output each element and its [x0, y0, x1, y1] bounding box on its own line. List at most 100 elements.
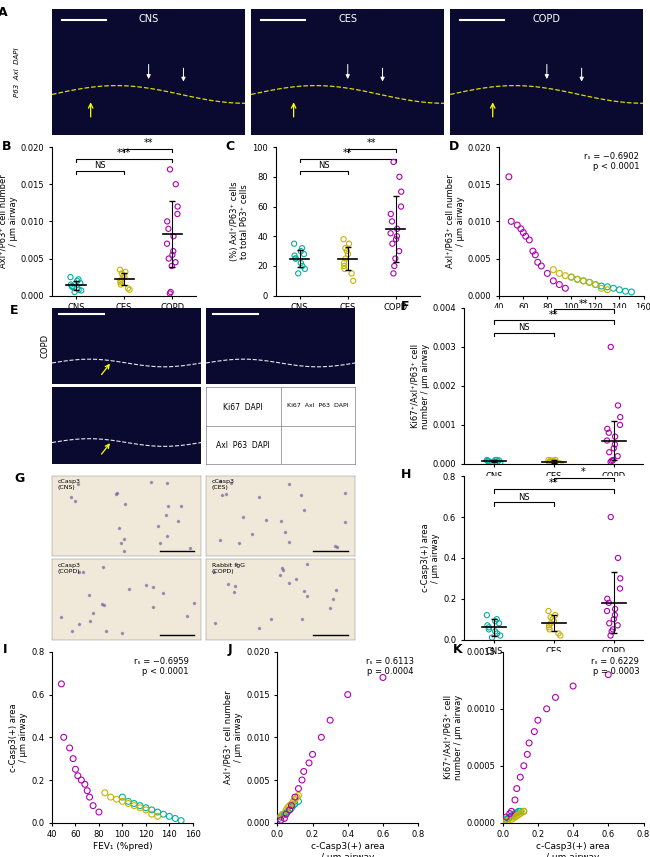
Point: [494, 616, 504, 630]
Point: [484, 455, 494, 469]
Point: [341, 252, 351, 266]
Point: [608, 281, 619, 295]
Point: [492, 456, 502, 470]
Point: [568, 679, 578, 692]
Point: [502, 812, 513, 825]
Point: [105, 790, 116, 804]
Point: [484, 620, 494, 634]
Point: [296, 256, 306, 270]
Point: [297, 242, 307, 255]
Point: [56, 677, 66, 691]
Point: [566, 270, 577, 284]
Point: [491, 453, 502, 467]
Point: [512, 809, 522, 823]
Point: [603, 280, 613, 294]
Point: [166, 259, 177, 273]
Point: [494, 453, 504, 467]
Point: [510, 793, 520, 806]
Point: [116, 273, 127, 286]
Point: [615, 418, 625, 432]
Point: [566, 270, 577, 284]
Point: [170, 812, 181, 825]
Point: [515, 770, 525, 784]
Point: [288, 794, 298, 808]
Point: [117, 794, 127, 808]
Point: [82, 784, 92, 798]
Point: [339, 259, 349, 273]
Point: [176, 814, 187, 828]
Point: [124, 283, 135, 297]
Point: [162, 214, 172, 228]
Point: [392, 230, 402, 243]
Point: [490, 453, 501, 467]
Text: K: K: [453, 644, 463, 656]
Point: [387, 214, 397, 228]
Point: [88, 799, 98, 812]
Point: [515, 805, 525, 818]
Point: [392, 222, 402, 236]
Point: [545, 610, 556, 624]
Point: [385, 226, 396, 240]
Point: [67, 280, 77, 294]
Point: [604, 616, 614, 630]
Point: [613, 551, 623, 565]
Point: [348, 274, 358, 288]
Point: [73, 283, 84, 297]
Point: [304, 756, 314, 770]
Text: NS: NS: [518, 323, 530, 333]
Point: [519, 805, 529, 818]
Point: [289, 237, 300, 250]
Text: rₛ = 0.6113
p = 0.0004: rₛ = 0.6113 p = 0.0004: [366, 657, 414, 676]
Point: [490, 455, 501, 469]
Point: [140, 801, 151, 815]
Point: [296, 244, 306, 258]
Point: [608, 622, 618, 636]
Point: [501, 815, 512, 829]
Point: [281, 807, 291, 821]
Point: [490, 625, 501, 638]
Text: P63  Axl  DAPI: P63 Axl DAPI: [14, 47, 20, 97]
X-axis label: FEV₁ (%pred): FEV₁ (%pred): [92, 842, 152, 851]
Point: [610, 602, 620, 616]
Point: [58, 730, 69, 744]
Point: [116, 267, 127, 280]
Point: [68, 752, 78, 765]
Point: [606, 510, 616, 524]
Point: [167, 248, 177, 261]
Point: [307, 747, 318, 761]
Point: [116, 278, 126, 291]
Point: [278, 807, 288, 821]
Point: [545, 455, 556, 469]
Point: [615, 582, 625, 596]
Y-axis label: Axl⁺/P63⁺ cell number
/ μm airway: Axl⁺/P63⁺ cell number / μm airway: [446, 175, 465, 268]
Point: [285, 803, 295, 817]
Text: **: **: [579, 299, 588, 309]
Point: [378, 671, 388, 685]
Point: [495, 456, 506, 470]
Point: [608, 441, 619, 455]
Text: Ki67  Axl  P63  DAPI: Ki67 Axl P63 DAPI: [287, 403, 348, 408]
Point: [501, 812, 512, 826]
Point: [506, 805, 517, 818]
Point: [168, 244, 179, 258]
Text: Ki67  DAPI: Ki67 DAPI: [224, 403, 263, 411]
Point: [146, 803, 157, 817]
Point: [541, 702, 552, 716]
Text: CNS: CNS: [138, 14, 159, 24]
Point: [536, 259, 547, 273]
Text: NS: NS: [318, 161, 330, 171]
Point: [135, 801, 145, 815]
Point: [342, 244, 352, 258]
Point: [604, 446, 614, 459]
Point: [76, 284, 86, 297]
Point: [164, 163, 175, 177]
Point: [276, 810, 286, 824]
Text: ***: ***: [117, 148, 131, 159]
Point: [578, 274, 589, 288]
Point: [388, 267, 398, 280]
Y-axis label: c-Casp3(+) area
/ μm airway: c-Casp3(+) area / μm airway: [421, 524, 440, 592]
Point: [544, 622, 554, 636]
Point: [387, 237, 398, 250]
Point: [339, 262, 350, 276]
Text: **: **: [367, 138, 376, 148]
